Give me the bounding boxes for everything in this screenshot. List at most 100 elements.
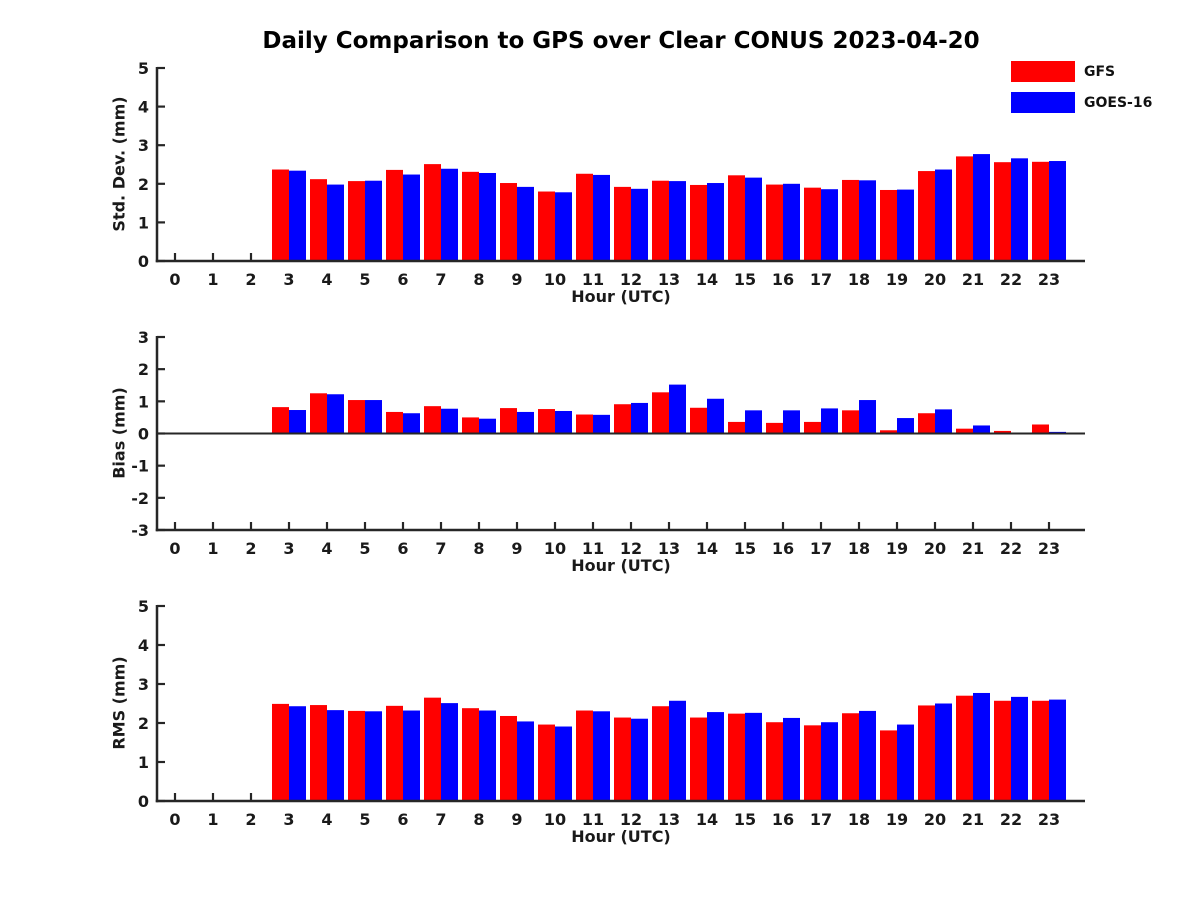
x-tick-label: 10 — [544, 810, 566, 829]
x-tick-label: 3 — [283, 270, 294, 289]
bar-gfs-hour-9 — [500, 183, 517, 261]
bar-gfs-hour-8 — [462, 708, 479, 801]
bar-goes16-hour-11 — [593, 174, 610, 261]
bar-gfs-hour-18 — [842, 179, 859, 261]
bar-gfs-hour-22 — [994, 162, 1011, 261]
x-tick-label: 18 — [848, 539, 870, 558]
bar-goes16-hour-12 — [631, 188, 648, 261]
bar-goes16-hour-22 — [1011, 158, 1028, 261]
legend: GFS GOES-16 — [1011, 61, 1152, 113]
x-tick-label: 8 — [473, 539, 484, 558]
bar-gfs-hour-22 — [994, 700, 1011, 801]
bar-goes16-hour-12 — [631, 718, 648, 801]
y-tick-label: 2 — [138, 360, 149, 379]
bar-gfs-hour-14 — [690, 407, 707, 434]
y-tick-label: 1 — [138, 213, 149, 232]
bar-gfs-hour-6 — [386, 705, 403, 801]
bar-gfs-hour-6 — [386, 169, 403, 261]
x-tick-label: 10 — [544, 270, 566, 289]
bar-gfs-hour-12 — [614, 404, 631, 434]
x-tick-label: 2 — [245, 539, 256, 558]
bar-goes16-hour-18 — [859, 180, 876, 261]
x-tick-label: 22 — [1000, 539, 1022, 558]
x-tick-label: 0 — [169, 539, 180, 558]
bar-goes16-hour-10 — [555, 726, 572, 801]
bar-goes16-hour-16 — [783, 410, 800, 434]
bar-goes16-hour-3 — [289, 410, 306, 434]
bar-gfs-hour-8 — [462, 171, 479, 261]
bar-gfs-hour-4 — [310, 393, 327, 434]
bar-gfs-hour-12 — [614, 186, 631, 261]
bar-gfs-hour-23 — [1032, 161, 1049, 261]
x-tick-label: 22 — [1000, 810, 1022, 829]
goes16-swatch-icon — [1011, 92, 1075, 113]
bar-gfs-hour-20 — [918, 171, 935, 261]
x-tick-label: 12 — [620, 539, 642, 558]
y-tick-label: 5 — [138, 59, 149, 78]
bar-goes16-hour-5 — [365, 180, 382, 261]
bar-goes16-hour-13 — [669, 181, 686, 261]
bar-goes16-hour-13 — [669, 700, 686, 801]
bar-goes16-hour-6 — [403, 710, 420, 801]
bar-gfs-hour-20 — [918, 413, 935, 434]
x-tick-label: 12 — [620, 270, 642, 289]
x-tick-label: 10 — [544, 539, 566, 558]
gfs-swatch-icon — [1011, 61, 1075, 82]
bar-goes16-hour-4 — [327, 710, 344, 801]
bar-goes16-hour-7 — [441, 168, 458, 261]
x-tick-label: 3 — [283, 810, 294, 829]
x-tick-label: 9 — [511, 539, 522, 558]
bar-goes16-hour-9 — [517, 186, 534, 261]
bar-goes16-hour-5 — [365, 400, 382, 434]
x-tick-label: 6 — [397, 270, 408, 289]
x-tick-label: 21 — [962, 270, 984, 289]
x-tick-label: 16 — [772, 810, 794, 829]
bar-gfs-hour-7 — [424, 697, 441, 801]
x-tick-label: 11 — [582, 810, 604, 829]
bar-gfs-hour-10 — [538, 409, 555, 434]
x-axis-label-top: Hour (UTC) — [571, 287, 671, 306]
bar-gfs-hour-15 — [728, 175, 745, 261]
bar-goes16-hour-17 — [821, 722, 838, 801]
bar-goes16-hour-11 — [593, 711, 610, 801]
bar-gfs-hour-16 — [766, 722, 783, 801]
bar-goes16-hour-16 — [783, 183, 800, 261]
bar-gfs-hour-19 — [880, 730, 897, 801]
x-tick-label: 15 — [734, 539, 756, 558]
bar-goes16-hour-16 — [783, 717, 800, 801]
x-tick-label: 15 — [734, 810, 756, 829]
bar-gfs-hour-18 — [842, 410, 859, 434]
x-axis-label-middle: Hour (UTC) — [571, 556, 671, 575]
bar-goes16-hour-7 — [441, 703, 458, 801]
bar-gfs-hour-14 — [690, 717, 707, 801]
x-tick-label: 2 — [245, 810, 256, 829]
bar-gfs-hour-17 — [804, 725, 821, 801]
x-tick-label: 18 — [848, 270, 870, 289]
x-tick-label: 6 — [397, 810, 408, 829]
bar-gfs-hour-19 — [880, 430, 897, 434]
x-tick-label: 17 — [810, 539, 832, 558]
bar-goes16-hour-8 — [479, 172, 496, 261]
bar-gfs-hour-13 — [652, 392, 669, 434]
bar-goes16-hour-23 — [1049, 161, 1066, 261]
y-tick-label: 3 — [138, 136, 149, 155]
bar-goes16-hour-15 — [745, 177, 762, 261]
bar-goes16-hour-13 — [669, 384, 686, 434]
bar-gfs-hour-16 — [766, 184, 783, 261]
bar-goes16-hour-8 — [479, 710, 496, 801]
x-tick-label: 7 — [435, 539, 446, 558]
bar-gfs-hour-4 — [310, 705, 327, 801]
bar-gfs-hour-21 — [956, 156, 973, 261]
x-tick-label: 8 — [473, 810, 484, 829]
bar-goes16-hour-19 — [897, 189, 914, 261]
bar-gfs-hour-13 — [652, 706, 669, 801]
y-tick-label: 4 — [138, 98, 149, 117]
x-tick-label: 0 — [169, 270, 180, 289]
x-tick-label: 17 — [810, 270, 832, 289]
bar-goes16-hour-18 — [859, 710, 876, 801]
x-tick-label: 2 — [245, 270, 256, 289]
bar-gfs-hour-3 — [272, 703, 289, 801]
x-tick-label: 13 — [658, 810, 680, 829]
